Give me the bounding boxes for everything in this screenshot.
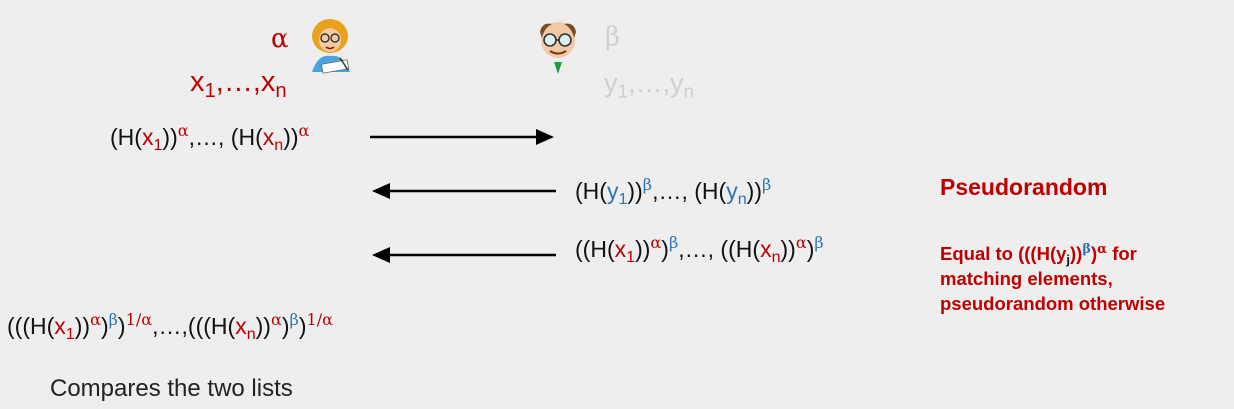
bob-input-set: y1,…,yn [604,68,695,103]
arrow-left-icon-2 [372,247,556,263]
bob-avatar-icon [540,22,576,74]
equality-note-line2: matching elements, [940,268,1113,289]
equality-note-line3: pseudorandom otherwise [940,293,1166,314]
alice-input-set: x1,…,xn [190,66,287,103]
arrow-left-icon [372,183,556,199]
bob-hashed-exponentiated-list: (H(y1))β,…, (H(yn))β [575,175,772,208]
pseudorandom-note: Pseudorandom [940,174,1108,200]
bob-exponent-label: β [605,22,621,52]
double-exponentiated-list: ((H(x1))α)β,…, ((H(xn))α)β [575,233,824,266]
alice-exponent-label: α [271,24,289,54]
arrow-right-icon [370,129,554,145]
equality-note-line1: Equal to (((H(yj))β)α for [940,241,1137,267]
compare-caption: Compares the two lists [50,375,293,402]
alice-hashed-exponentiated-list: (H(x1))α,…, (H(xn))α [110,121,310,154]
equality-note: Equal to (((H(yj))β)α for matching eleme… [940,241,1165,316]
alice-unblinded-list: (((H(x1))α)β)1/α,…,(((H(xn))α)β)1/α [7,310,334,343]
alice-avatar-icon [312,19,350,74]
